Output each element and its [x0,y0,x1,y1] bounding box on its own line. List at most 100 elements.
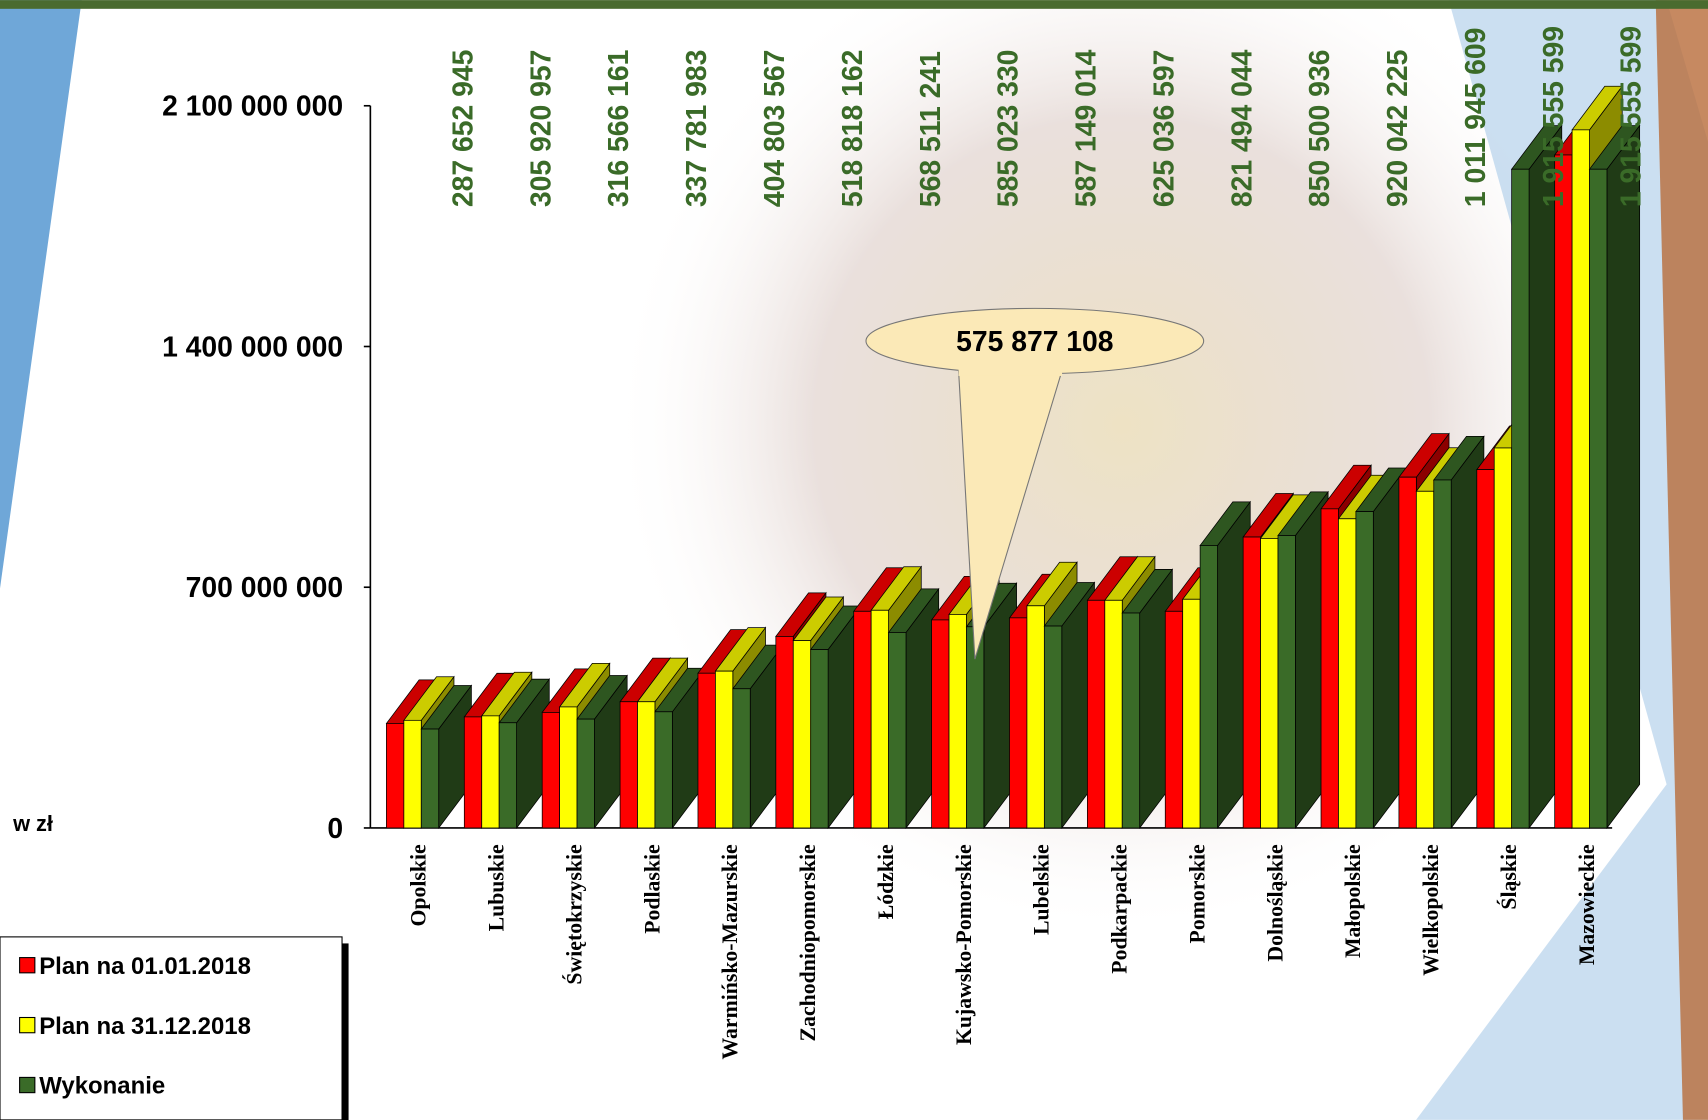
bar [1415,490,1435,829]
bar [559,706,578,829]
value-label: 821 494 044 [1226,49,1258,207]
x-tick-label: Świętokrzyskie [562,844,586,985]
bar [1589,168,1608,829]
y-axis-label: w zł [12,811,53,836]
bar [1026,605,1045,829]
bar [732,688,751,829]
bar [1493,447,1513,829]
value-label: 625 036 597 [1148,50,1180,207]
value-label: 920 042 225 [1382,50,1414,207]
x-tick-label: Mazowieckie [1575,844,1599,965]
x-tick-label: Kujawsko-Pomorskie [952,844,976,1045]
legend-label: Plan na 31.12.2018 [39,1013,251,1040]
legend-items: Plan na 01.01.2018 Plan na 31.12.2018 Wyko… [19,953,251,1100]
bar [1320,508,1339,829]
value-label: 305 920 957 [525,50,557,207]
bar [1009,617,1028,829]
y-tick-label: 1 400 000 000 [162,331,343,363]
bar [870,609,889,829]
bar [792,640,812,829]
x-tick-label: Śląskie [1497,844,1521,910]
x-tick-label: Łódzkie [874,844,898,919]
value-label: 518 818 162 [837,50,869,207]
plot [385,85,1641,830]
legend-label: Wykonanie [39,1073,165,1100]
bar [1199,545,1218,829]
x-tick-label: Warmińsko-Mazurskie [718,844,742,1060]
legend-label: Plan na 01.01.2018 [39,953,251,980]
bar [1260,538,1279,829]
bar [715,670,734,829]
bar [1086,599,1106,829]
bar [1433,479,1452,829]
x-tick-label: Dolnośląskie [1263,844,1287,962]
value-label: 316 566 161 [603,50,635,207]
x-tick-label: Małopolskie [1341,844,1365,958]
value-label: 568 511 241 [915,51,947,207]
value-label: 1 011 945 609 [1460,28,1492,208]
bar [420,728,440,829]
bar [1511,168,1530,829]
bar [654,711,673,829]
annotation: 575 877 108 [956,326,1113,358]
bar [1182,598,1201,829]
bar [619,701,638,829]
bar [1398,476,1417,829]
legend-swatch [19,1076,36,1094]
bar [481,715,500,829]
value-label: 287 652 945 [447,50,479,207]
x-tick-label: Lubuskie [485,844,509,931]
bar [1242,536,1261,829]
decor [1655,0,1708,1120]
value-label: 587 149 014 [1071,49,1103,207]
bar [697,672,716,829]
decor [0,0,82,589]
value-label: 850 500 936 [1304,50,1336,207]
bar [541,712,561,829]
value-label: 1 915 555 599 [1616,26,1648,207]
x-tick-label: Opolskie [407,844,431,927]
bar [1338,518,1357,829]
bar [1164,610,1184,829]
x-tick-label: Zachodniopomorskie [796,844,820,1041]
legend-swatch [19,957,36,974]
bar [1355,511,1374,829]
callout-join [958,369,1063,376]
y-tick-label: 2 100 000 000 [162,91,343,123]
bar [1277,535,1296,829]
bar [403,719,422,829]
legend-swatch [19,1016,36,1034]
y-tick-label: 0 [327,813,343,845]
bar [1554,154,1573,829]
value-label: 585 023 330 [993,50,1025,207]
bar [1476,469,1495,829]
bar [1043,625,1063,829]
y-tick-label: 700 000 000 [186,572,343,604]
bar [1121,612,1141,829]
bar [775,636,794,829]
bar [810,649,829,829]
x-tick-label: Pomorskie [1185,844,1209,943]
bar [931,619,950,829]
bar [498,722,517,829]
value-label: 337 781 983 [681,50,713,207]
bar [948,614,967,829]
bar [888,632,907,829]
bar [576,718,595,829]
bar-side [1606,124,1641,830]
value-label: 404 803 567 [759,50,791,207]
bar [1104,599,1123,829]
bar [637,701,656,829]
value-label: 1 915 555 599 [1538,26,1570,207]
x-tick-label: Lubelskie [1030,844,1054,935]
bar [853,610,872,829]
x-tick-label: Podkarpackie [1108,844,1132,974]
legend [0,936,343,1120]
top-bar [0,0,1708,9]
x-tick-label: Podlaskie [640,844,664,934]
bar [386,723,405,829]
x-tick-label: Wielkopolskie [1419,844,1443,976]
bar [1571,129,1590,829]
